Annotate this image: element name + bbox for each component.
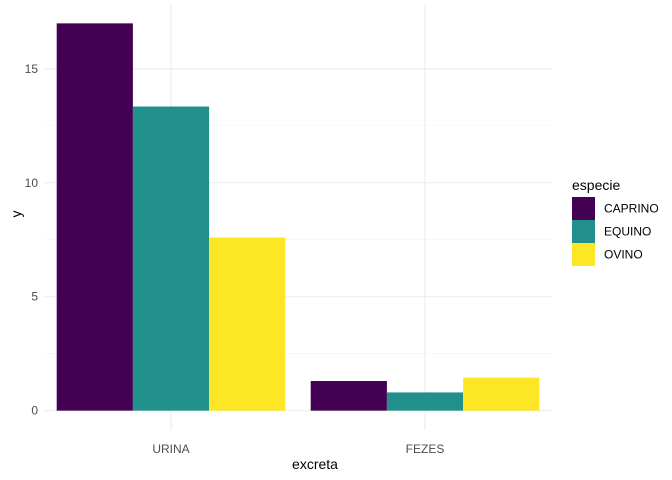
bar-equino-fezes (386, 392, 464, 411)
bar-ovino-urina (209, 237, 286, 411)
x-tick-label: URINA (152, 442, 189, 456)
y-tick-label: 0 (31, 404, 38, 418)
x-axis-title: excreta (292, 456, 338, 472)
legend-key-caprino (572, 197, 595, 220)
bar-equino-urina (132, 106, 210, 411)
bar-caprino-urina (56, 23, 133, 411)
legend-label-equino: EQUINO (604, 225, 651, 239)
legend: especie CAPRINO EQUINO OVINO (572, 177, 659, 266)
legend-label-caprino: CAPRINO (604, 202, 659, 216)
bars (56, 23, 540, 411)
legend-title: especie (572, 177, 620, 193)
legend-key-ovino (572, 243, 595, 266)
bar-ovino-fezes (463, 377, 540, 411)
x-tick-label: FEZES (406, 442, 445, 456)
legend-key-equino (572, 220, 595, 243)
bar-caprino-fezes (310, 381, 387, 411)
y-axis-title: y (8, 211, 24, 218)
y-tick-labels: 0 5 10 15 (25, 62, 39, 418)
y-tick-label: 10 (25, 176, 39, 190)
legend-label-ovino: OVINO (604, 248, 643, 262)
x-tick-labels: URINA FEZES (152, 442, 444, 456)
y-tick-label: 5 (31, 290, 38, 304)
y-tick-label: 15 (25, 62, 39, 76)
